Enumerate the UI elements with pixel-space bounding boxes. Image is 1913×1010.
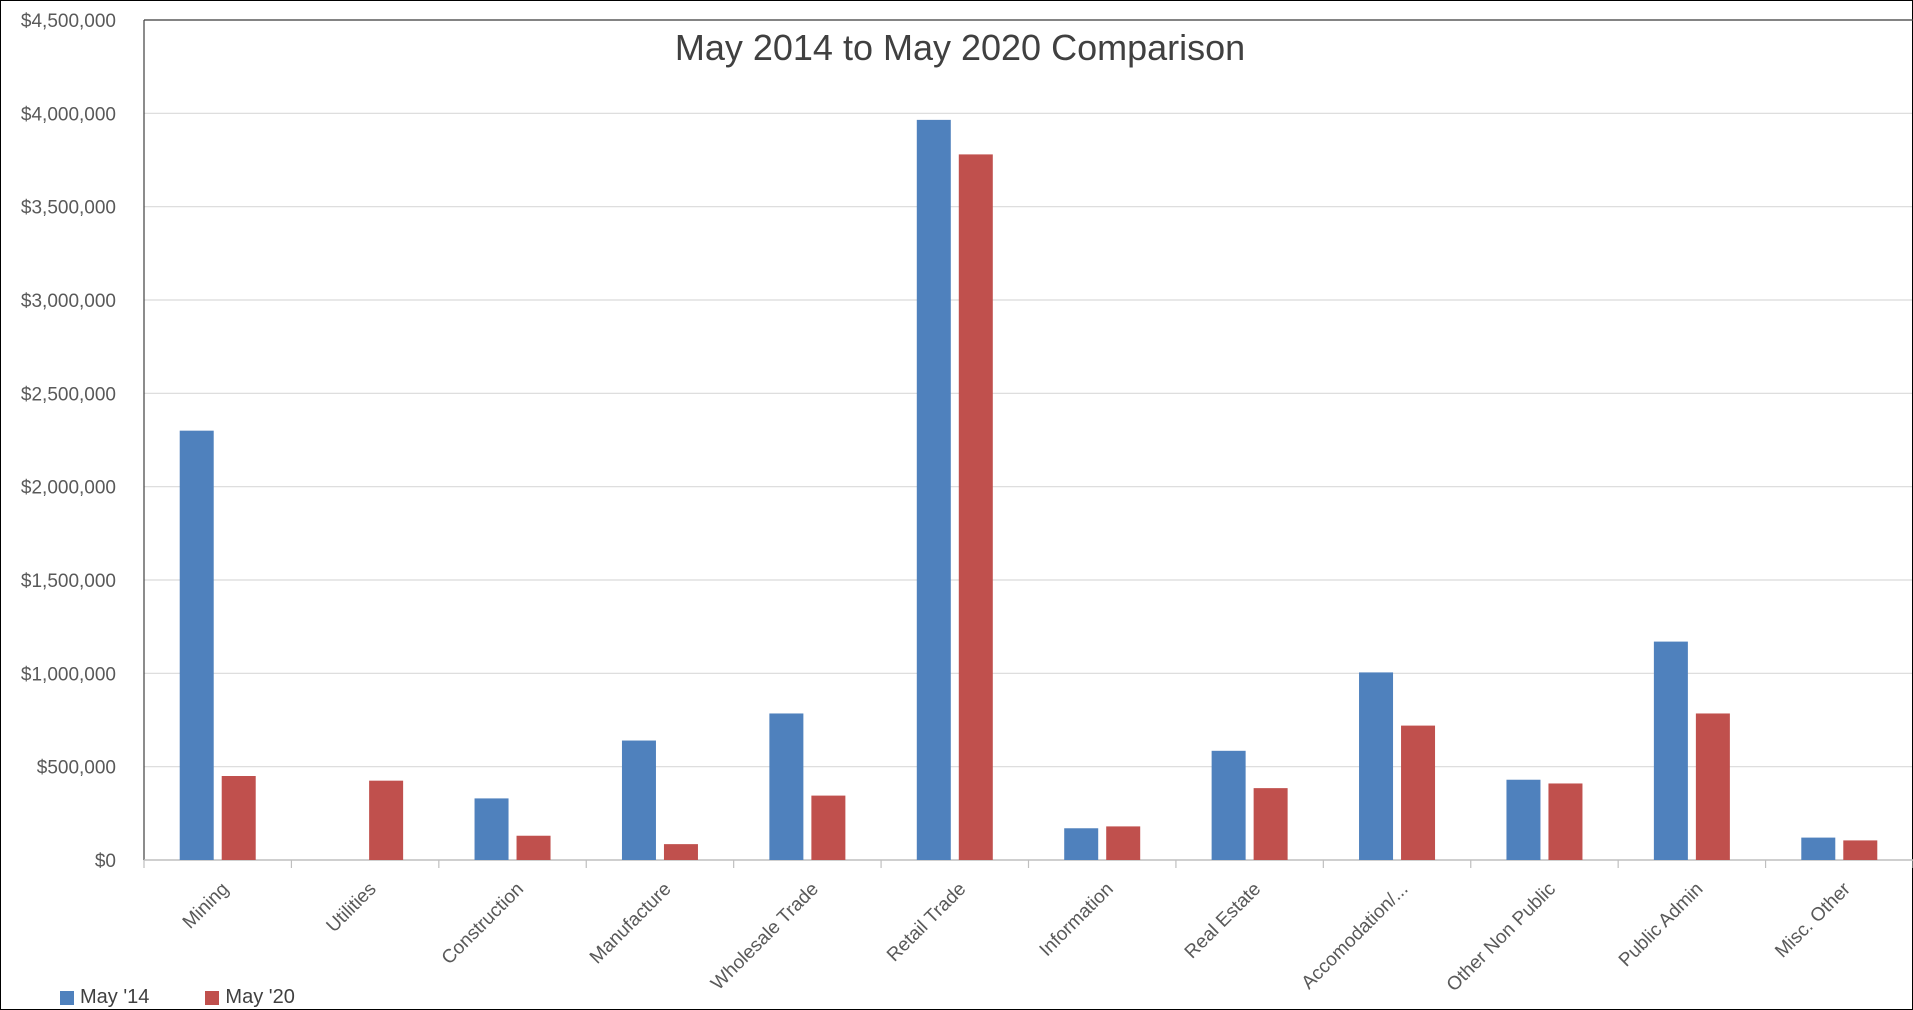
- y-tick-label: $1,000,000: [21, 664, 116, 685]
- x-tick-label: Other Non Public: [1443, 879, 1560, 996]
- legend-label: May '20: [225, 986, 295, 1008]
- legend-swatch: [205, 990, 220, 1005]
- x-tick-label: Retail Trade: [883, 879, 970, 966]
- x-tick-label: Information: [1036, 879, 1118, 961]
- y-tick-label: $0: [95, 851, 116, 872]
- x-tick-label: Mining: [179, 879, 233, 933]
- x-tick-label: Utilities: [323, 879, 381, 937]
- bar: [811, 795, 846, 860]
- bar: [1653, 641, 1688, 860]
- legend: May '14 May '20: [60, 986, 295, 1009]
- y-tick-label: $3,000,000: [21, 291, 116, 312]
- y-tick-label: $4,500,000: [21, 11, 116, 32]
- bar: [1801, 837, 1836, 860]
- bar: [1695, 713, 1730, 860]
- y-tick-label: $1,500,000: [21, 571, 116, 592]
- x-tick-label: Misc. Other: [1771, 878, 1855, 962]
- legend-label: May '14: [80, 986, 150, 1008]
- bar: [179, 430, 214, 860]
- bar: [369, 780, 404, 860]
- y-tick-label: $4,000,000: [21, 104, 116, 125]
- x-tick-label: Manufacture: [586, 879, 676, 969]
- bars: [179, 119, 1878, 860]
- bar: [1359, 672, 1394, 860]
- y-tick-label: $2,500,000: [21, 384, 116, 405]
- bar: [769, 713, 804, 860]
- bar: [1401, 725, 1436, 860]
- y-tick-label: $2,000,000: [21, 478, 116, 499]
- bar: [663, 844, 698, 860]
- x-tick-label: Construction: [438, 879, 528, 969]
- bar: [621, 740, 656, 860]
- y-tick-label: $500,000: [37, 758, 116, 779]
- chart-title: May 2014 to May 2020 Comparison: [675, 27, 1245, 68]
- bar: [1211, 750, 1246, 860]
- legend-item-series-1: May '14: [60, 986, 149, 1009]
- bar: [1253, 788, 1288, 860]
- bar: [916, 119, 951, 860]
- bar: [1506, 779, 1541, 860]
- gridlines: [144, 19, 1913, 768]
- bar: [1106, 826, 1141, 860]
- y-tick-label: $3,500,000: [21, 198, 116, 219]
- bar: [474, 798, 509, 860]
- bar: [1843, 840, 1878, 860]
- bar: [516, 835, 551, 860]
- bar: [1548, 783, 1583, 860]
- legend-swatch: [60, 990, 74, 1005]
- x-tick-label: Wholesale Trade: [707, 879, 823, 995]
- x-tick-label: Real Estate: [1181, 879, 1265, 963]
- bar: [1064, 828, 1099, 860]
- legend-item-series-2: May '20: [205, 986, 295, 1009]
- x-tick-label: Public Admin: [1615, 879, 1708, 972]
- bar: [958, 154, 993, 860]
- bar: [221, 776, 256, 860]
- x-tick-label: Accomodation/...: [1298, 879, 1413, 994]
